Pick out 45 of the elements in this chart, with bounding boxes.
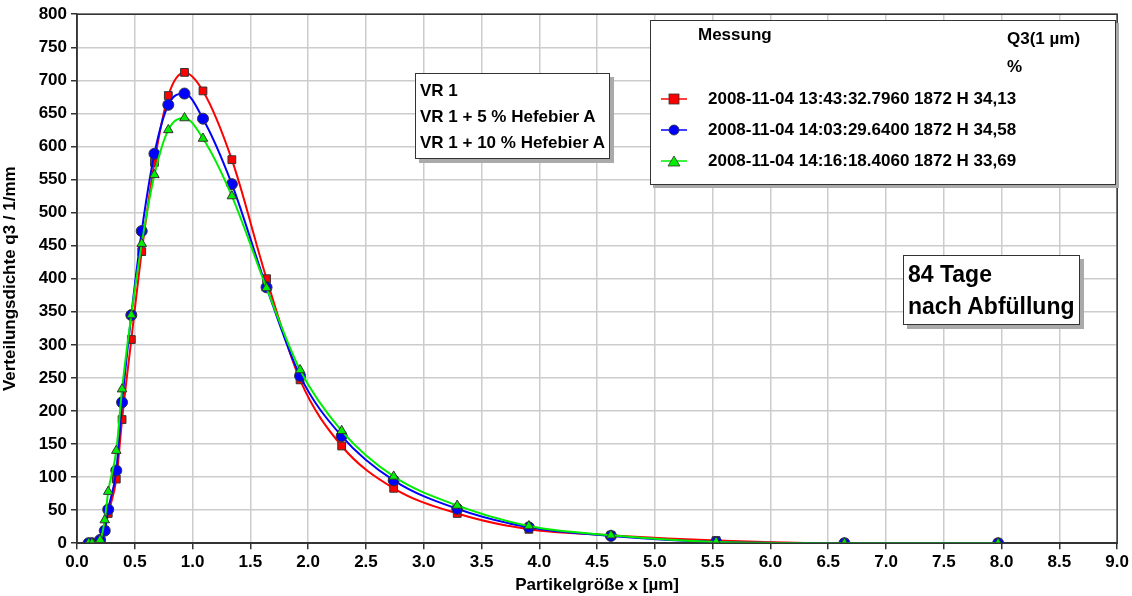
y-axis-title: Verteilungsdichte q3 / 1/mm <box>0 166 19 392</box>
x-tick-label: 3.5 <box>469 552 494 572</box>
y-tick-label: 50 <box>48 499 67 519</box>
x-tick-label: 9.0 <box>1105 552 1129 572</box>
x-tick-label: 7.0 <box>874 552 898 572</box>
legend-label: 2008-11-04 14:16:18.4060 1872 H 33,69 <box>708 150 1017 171</box>
x-tick-label: 5.0 <box>643 552 667 572</box>
y-tick-label: 300 <box>38 334 67 354</box>
x-tick-label: 0.5 <box>122 552 147 572</box>
y-tick-label: 200 <box>38 400 67 420</box>
y-tick-label: 0 <box>57 532 67 552</box>
x-axis-title: Partikelgröße x [µm] <box>515 575 679 595</box>
y-tick-label: 100 <box>38 466 67 486</box>
y-tick-label: 500 <box>38 202 67 222</box>
x-tick-label: 1.5 <box>238 552 263 572</box>
legend-label: 2008-11-04 14:03:29.6400 1872 H 34,58 <box>708 119 1017 140</box>
y-tick-label: 750 <box>38 36 67 56</box>
y-tick-label: 250 <box>38 367 67 387</box>
legend-title: Messung <box>698 25 772 45</box>
x-tick-label: 3.0 <box>411 552 436 572</box>
y-tick-label: 350 <box>38 301 67 321</box>
x-tick-label: 7.5 <box>932 552 956 572</box>
annotation: VR 1 VR 1 + 5 % Hefebier A VR 1 + 10 % Hefebier A <box>415 73 611 159</box>
annotation: Q3(1 µm) % <box>1007 28 1081 78</box>
x-tick-label: 8.0 <box>989 552 1014 572</box>
y-tick-label: 700 <box>38 70 67 90</box>
x-tick-label: 6.5 <box>816 552 841 572</box>
y-tick-label: 650 <box>38 103 67 123</box>
annotation: 84 Tage nach Abfüllung <box>903 255 1080 325</box>
y-tick-label: 550 <box>38 169 67 189</box>
x-tick-label: 2.5 <box>354 552 378 572</box>
x-tick-label: 1.0 <box>180 552 205 572</box>
x-tick-label: 4.0 <box>527 552 552 572</box>
x-tick-label: 0.0 <box>65 552 89 572</box>
x-tick-label: 8.5 <box>1047 552 1072 572</box>
y-tick-label: 800 <box>38 3 67 23</box>
legend-label: 2008-11-04 13:43:32.7960 1872 H 34,13 <box>708 88 1017 109</box>
x-tick-label: 6.0 <box>758 552 783 572</box>
x-tick-label: 4.5 <box>585 552 609 572</box>
y-tick-label: 600 <box>38 136 67 156</box>
x-tick-label: 2.0 <box>296 552 320 572</box>
y-tick-label: 400 <box>38 268 67 288</box>
y-tick-label: 450 <box>38 235 67 255</box>
x-tick-label: 5.5 <box>700 552 725 572</box>
y-tick-label: 150 <box>38 433 67 453</box>
